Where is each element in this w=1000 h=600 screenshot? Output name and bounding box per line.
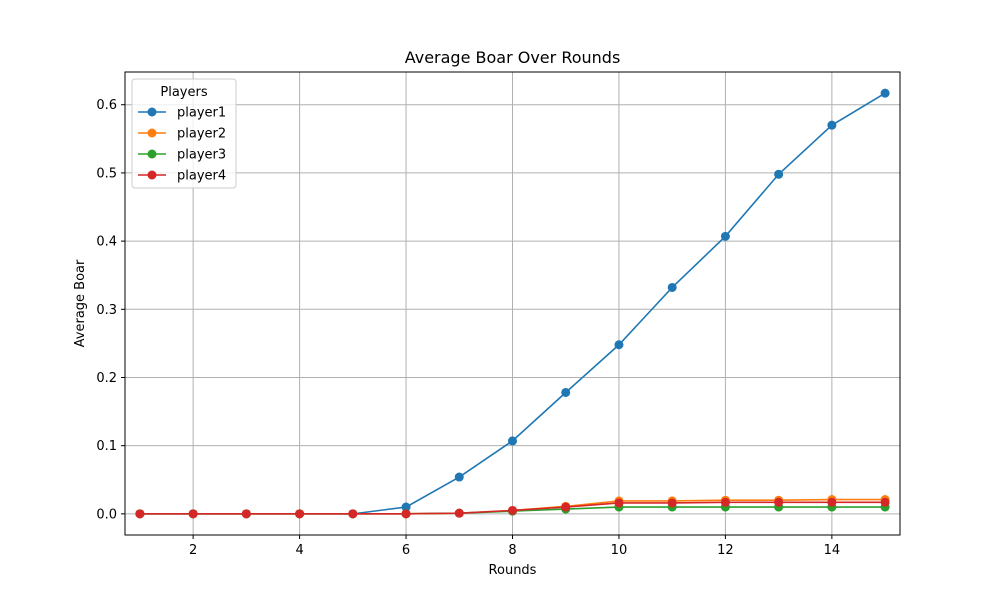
y-tick-label: 0.0 (96, 507, 117, 522)
legend-marker (147, 107, 157, 117)
y-axis-label: Average Boar (73, 259, 88, 347)
data-point (561, 502, 571, 512)
legend-entry-player4: player4 (138, 169, 226, 184)
data-point (454, 508, 464, 518)
data-point (774, 497, 784, 507)
data-point (188, 509, 198, 519)
data-point (720, 231, 730, 241)
legend-label: player4 (177, 169, 226, 184)
data-point (348, 509, 358, 519)
data-point (401, 509, 411, 519)
x-tick-label: 12 (717, 543, 734, 558)
legend-marker (147, 149, 157, 159)
legend: Players player1 player2 player3 player4 (131, 78, 237, 189)
data-point (561, 387, 571, 397)
legend-label: player2 (177, 127, 226, 142)
data-point (295, 509, 305, 519)
x-tick-label: 6 (402, 543, 410, 558)
x-axis: 2 4 6 8 10 12 14 (189, 535, 840, 558)
legend-entry-player1: player1 (138, 106, 226, 121)
x-tick-label: 4 (295, 543, 303, 558)
x-tick-label: 2 (189, 543, 197, 558)
y-tick-label: 0.3 (96, 303, 117, 318)
data-point (508, 436, 517, 446)
x-axis-label: Rounds (489, 563, 537, 578)
data-point (774, 169, 784, 179)
legend-marker (147, 170, 157, 180)
data-point (614, 498, 624, 508)
data-point (241, 509, 251, 519)
data-point (667, 282, 677, 292)
series-player4 (135, 497, 890, 519)
data-point (827, 120, 837, 130)
y-axis: 0.0 0.1 0.2 0.3 0.4 0.5 0.6 (96, 98, 125, 522)
y-tick-label: 0.6 (96, 98, 117, 113)
legend-entries: player1 player2 player3 player4 (138, 106, 226, 184)
series-layer (135, 88, 890, 519)
y-tick-label: 0.1 (96, 439, 117, 454)
data-point (401, 502, 411, 512)
legend-title: Players (160, 85, 207, 100)
x-tick-label: 14 (824, 543, 841, 558)
data-point (614, 340, 624, 350)
x-tick-label: 10 (611, 543, 628, 558)
y-tick-label: 0.2 (96, 371, 117, 386)
data-point (720, 497, 730, 507)
legend-box (131, 78, 237, 189)
data-point (827, 497, 837, 507)
data-point (880, 88, 890, 98)
data-point (135, 509, 145, 519)
y-tick-label: 0.4 (96, 235, 117, 250)
legend-entry-player2: player2 (138, 127, 226, 142)
legend-label: player3 (177, 148, 226, 163)
data-point (454, 472, 464, 482)
legend-label: player1 (177, 106, 226, 121)
data-point (880, 497, 890, 507)
data-point (667, 498, 677, 508)
legend-marker (147, 128, 157, 138)
legend-entry-player3: player3 (138, 148, 226, 163)
chart-title: Average Boar Over Rounds (405, 48, 621, 67)
y-tick-label: 0.5 (96, 166, 117, 181)
x-tick-label: 8 (508, 543, 516, 558)
data-point (508, 505, 517, 515)
